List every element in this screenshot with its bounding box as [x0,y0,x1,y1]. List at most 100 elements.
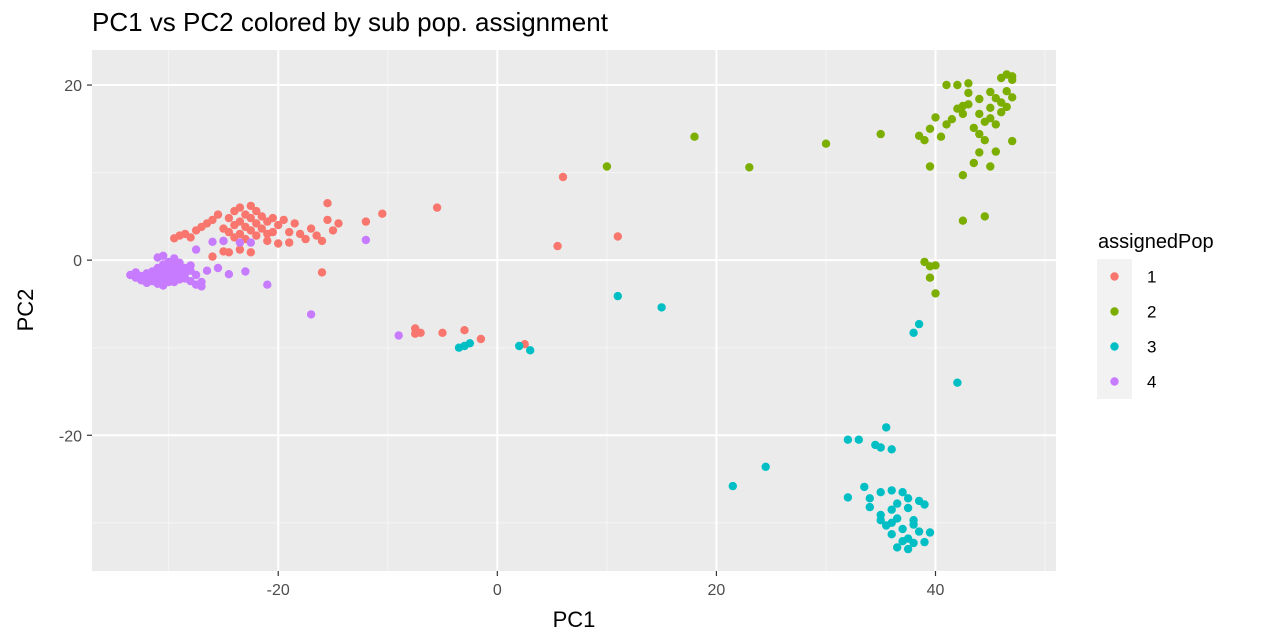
point-pop-3 [854,435,863,444]
point-pop-1 [268,227,277,237]
minor-gridlines [92,50,1056,571]
point-pop-3 [903,544,913,554]
point-pop-1 [301,234,310,244]
point-pop-3 [887,445,896,454]
point-pop-1 [235,245,245,254]
point-pop-1 [279,215,288,225]
x-tick-label: 0 [493,582,502,599]
legend-label: 4 [1147,373,1156,392]
point-pop-2 [991,147,1000,156]
point-pop-2 [690,132,699,141]
point-pop-2 [745,163,754,172]
point-pop-4 [197,282,206,291]
point-pop-2 [1008,93,1017,102]
point-pop-1 [432,203,442,212]
y-axis-ticks: -20 0 20 [59,78,92,445]
point-pop-4 [241,267,250,276]
point-pop-4 [361,235,371,245]
point-pop-1 [285,227,294,237]
point-pop-4 [306,310,316,319]
point-pop-3 [865,502,874,512]
point-pop-1 [274,220,283,230]
point-pop-4 [170,254,179,263]
point-pop-1 [460,326,469,335]
point-pop-1 [224,227,234,237]
point-pop-2 [936,132,946,141]
x-tick-label: 20 [708,582,726,599]
point-pop-1 [246,248,255,257]
point-pop-2 [991,120,1000,129]
point-pop-3 [920,537,929,547]
legend-key-dot [1110,342,1119,351]
point-pop-4 [202,266,212,275]
point-pop-2 [969,123,978,133]
major-gridlines [92,50,1056,571]
point-pop-3 [515,341,524,351]
point-pop-2 [1008,136,1017,146]
point-pop-3 [887,518,896,527]
point-pop-1 [186,233,195,242]
point-pop-1 [235,203,245,212]
x-axis-title: PC1 [553,607,596,632]
point-pop-1 [263,236,272,246]
point-pop-4 [186,261,195,270]
point-pop-3 [843,493,853,502]
point-pop-1 [224,213,234,223]
point-pop-4 [153,253,162,262]
point-pop-4 [224,270,234,279]
y-tick-label: 0 [73,253,82,270]
point-pop-2 [925,124,935,133]
point-pop-4 [219,236,228,246]
point-pop-3 [893,499,902,508]
legend: assignedPop 1 2 3 4 [1097,231,1214,399]
point-pop-1 [268,213,277,223]
x-axis-ticks: -20 0 20 40 [267,571,945,599]
point-pop-3 [909,538,918,548]
point-pop-2 [1008,72,1017,81]
point-pop-2 [931,113,940,122]
point-pop-3 [914,319,924,329]
point-pop-2 [975,148,984,157]
point-pop-2 [931,289,940,298]
point-pop-1 [312,231,321,240]
point-pop-1 [411,329,420,338]
point-pop-2 [964,79,973,88]
point-pop-3 [876,516,885,525]
point-pop-1 [295,229,305,239]
point-pop-2 [986,162,995,171]
point-pop-4 [246,238,255,247]
y-tick-label: -20 [59,428,82,445]
point-pop-3 [465,339,475,348]
point-pop-3 [876,488,885,497]
point-pop-3 [893,543,902,552]
point-pop-1 [285,238,294,247]
point-pop-1 [235,229,245,239]
point-pop-2 [964,88,973,98]
point-pop-2 [958,101,968,111]
point-pop-3 [613,291,622,301]
point-pop-2 [980,212,989,221]
point-pop-3 [761,462,770,471]
point-pop-2 [975,109,984,119]
point-pop-2 [925,162,935,171]
point-pop-1 [252,206,261,216]
point-pop-3 [728,481,737,491]
point-pop-1 [476,334,486,344]
point-pop-2 [953,80,962,90]
point-pop-3 [887,486,896,495]
point-pop-3 [909,328,918,337]
point-pop-3 [898,488,907,497]
point-pop-1 [438,328,447,337]
point-pop-3 [925,528,935,537]
y-axis-title: PC2 [13,289,38,332]
point-pop-3 [876,443,885,452]
point-pop-2 [986,114,995,123]
legend-label: 1 [1147,268,1156,287]
point-pop-3 [909,520,918,529]
point-pop-2 [1002,87,1011,96]
point-pop-1 [323,199,332,208]
legend-key-dot [1110,272,1119,281]
point-pop-2 [876,129,885,139]
point-pop-2 [925,273,935,282]
point-pop-3 [860,482,869,492]
